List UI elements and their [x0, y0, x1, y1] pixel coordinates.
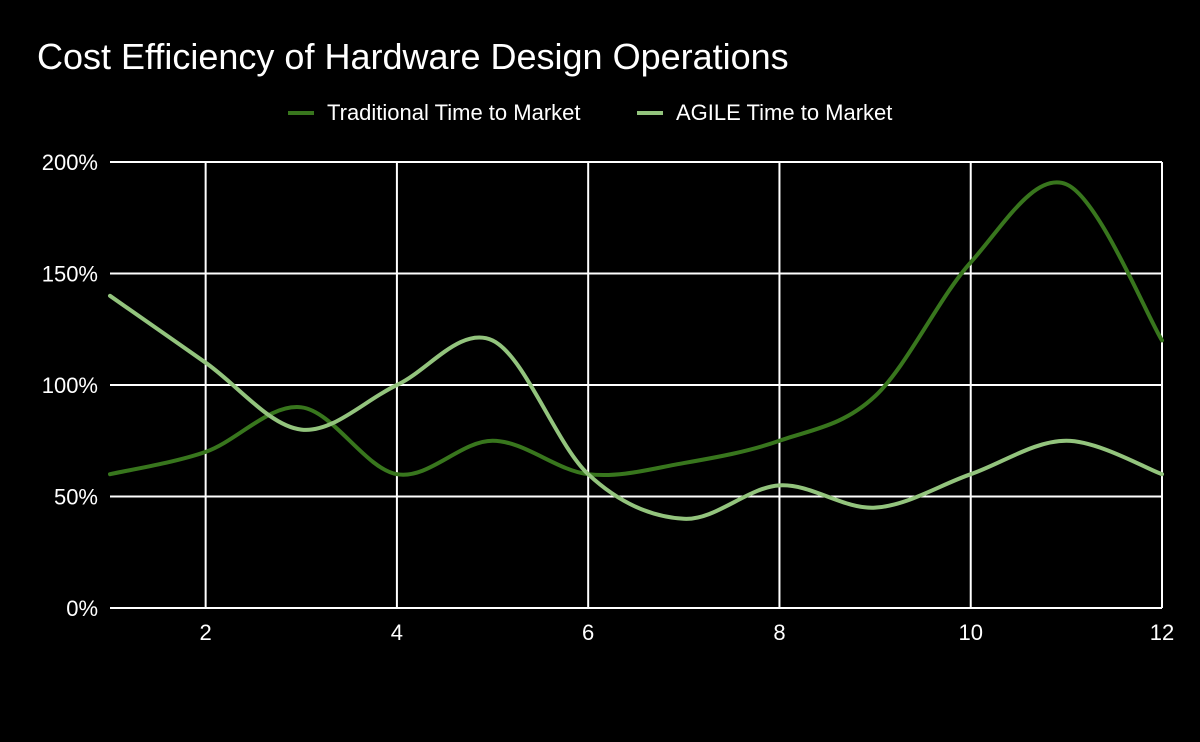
y-tick-label: 150% [42, 262, 98, 287]
y-tick-label: 200% [42, 150, 98, 175]
x-tick-label: 8 [773, 620, 785, 645]
y-tick-label: 50% [54, 485, 98, 510]
y-axis-ticks: 0% 50% 100% 150% 200% [42, 150, 98, 621]
y-tick-label: 0% [66, 596, 98, 621]
chart-title: Cost Efficiency of Hardware Design Opera… [37, 36, 789, 77]
series-line-traditional [108, 180, 1164, 478]
x-tick-label: 12 [1150, 620, 1174, 645]
y-tick-label: 100% [42, 373, 98, 398]
series-lines [108, 180, 1164, 521]
series-line-agile [108, 293, 1164, 521]
legend-label-agile: AGILE Time to Market [676, 100, 892, 125]
x-tick-label: 4 [391, 620, 403, 645]
x-tick-label: 6 [582, 620, 594, 645]
gridlines [110, 161, 1163, 609]
x-tick-label: 10 [958, 620, 982, 645]
x-tick-label: 2 [200, 620, 212, 645]
x-axis-ticks: 2 4 6 8 10 12 [200, 620, 1175, 645]
legend-label-traditional: Traditional Time to Market [327, 100, 581, 125]
legend: Traditional Time to Market AGILE Time to… [288, 100, 892, 125]
